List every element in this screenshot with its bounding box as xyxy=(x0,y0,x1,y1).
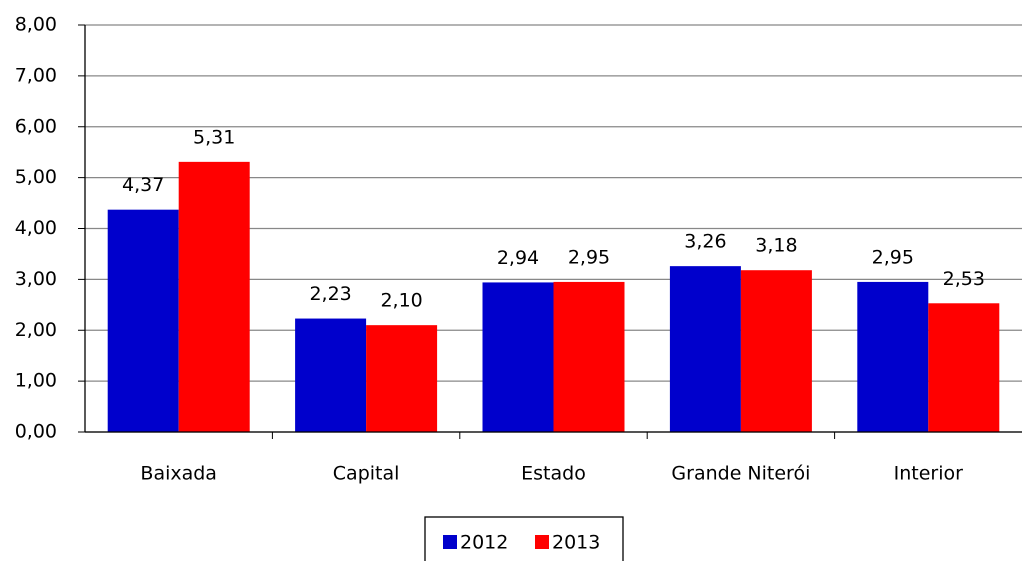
y-tick-label: 4,00 xyxy=(15,217,57,239)
legend-swatch xyxy=(443,535,457,549)
bar xyxy=(366,325,438,432)
value-label: 3,26 xyxy=(684,231,726,253)
value-label: 2,94 xyxy=(497,247,539,269)
value-label: 2,53 xyxy=(943,268,985,290)
legend-label: 2012 xyxy=(460,532,508,554)
x-tick-label: Interior xyxy=(894,463,963,485)
y-tick-label: 0,00 xyxy=(15,421,57,443)
value-label: 4,37 xyxy=(122,174,164,196)
legend-box xyxy=(424,516,624,561)
y-tick-label: 3,00 xyxy=(15,268,57,290)
x-tick-label: Baixada xyxy=(140,463,217,485)
y-tick-label: 2,00 xyxy=(15,319,57,341)
value-label: 3,18 xyxy=(755,235,797,257)
bar xyxy=(178,161,250,432)
legend-label: 2013 xyxy=(552,532,600,554)
value-label: 5,31 xyxy=(193,126,235,148)
value-label: 2,95 xyxy=(872,246,914,268)
y-tick-label: 8,00 xyxy=(15,14,57,36)
bar xyxy=(482,282,554,432)
y-tick-label: 7,00 xyxy=(15,64,57,86)
x-tick-label: Grande Niterói xyxy=(671,463,810,485)
x-tick-label: Estado xyxy=(521,463,586,485)
bar xyxy=(928,303,1000,432)
y-tick-label: 5,00 xyxy=(15,166,57,188)
bar xyxy=(295,318,367,432)
value-label: 2,95 xyxy=(568,246,610,268)
value-label: 2,23 xyxy=(309,283,351,305)
y-tick-label: 6,00 xyxy=(15,115,57,137)
y-tick-label: 1,00 xyxy=(15,370,57,392)
legend-swatch xyxy=(535,535,549,549)
bar xyxy=(857,281,929,432)
bar xyxy=(669,266,741,432)
bar xyxy=(740,270,812,432)
bar xyxy=(107,209,179,432)
value-label: 2,10 xyxy=(380,290,422,312)
bar xyxy=(553,281,625,432)
x-tick-label: Capital xyxy=(333,463,400,485)
